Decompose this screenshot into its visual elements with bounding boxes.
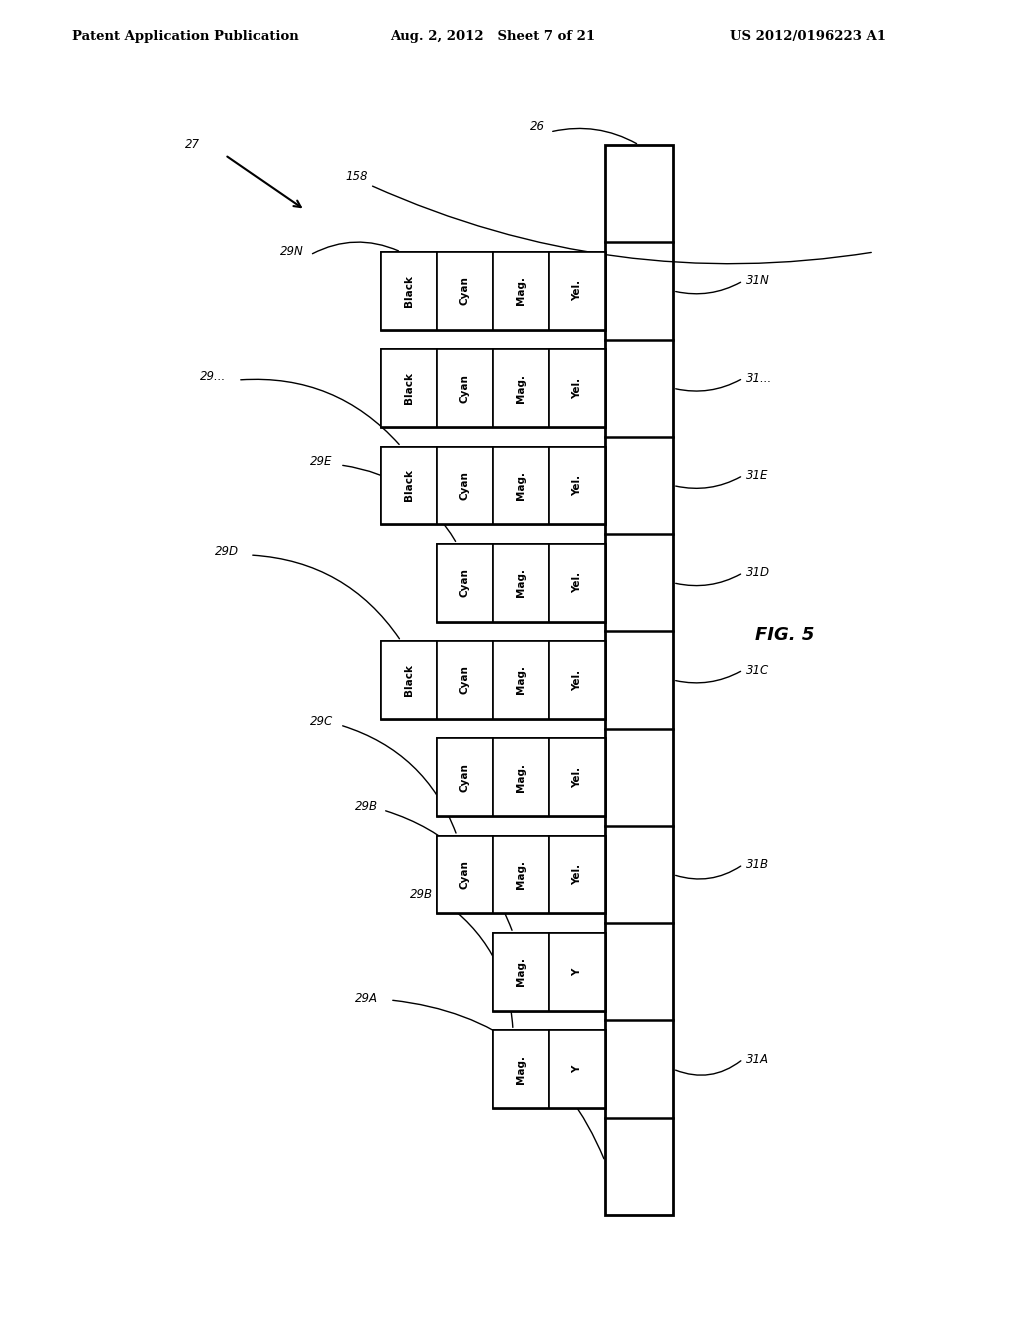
Text: 29A: 29A (355, 993, 378, 1005)
Text: 29C: 29C (310, 715, 333, 729)
Text: 29...: 29... (200, 370, 226, 383)
Bar (493, 738, 549, 816)
Text: 29D: 29D (215, 545, 239, 558)
Bar (437, 544, 493, 622)
Text: Yel.: Yel. (572, 767, 582, 788)
Text: Black: Black (404, 664, 414, 696)
Bar (493, 933, 549, 1011)
Text: Cyan: Cyan (460, 276, 470, 305)
Text: 29B: 29B (410, 888, 433, 902)
Text: Yel.: Yel. (572, 572, 582, 593)
Bar (493, 836, 549, 913)
Bar (381, 642, 437, 719)
Bar (493, 350, 549, 428)
Text: Yel.: Yel. (572, 475, 582, 496)
Bar (437, 446, 493, 524)
Text: 29E: 29E (310, 455, 333, 469)
Bar (549, 350, 605, 428)
Bar (549, 252, 605, 330)
Text: FIG. 5: FIG. 5 (755, 626, 814, 644)
Bar (437, 836, 605, 913)
Text: Mag.: Mag. (516, 471, 526, 500)
Text: Black: Black (404, 275, 414, 308)
Text: 29B: 29B (355, 800, 378, 813)
Bar (381, 642, 605, 719)
Text: Mag.: Mag. (516, 763, 526, 792)
Bar (437, 252, 493, 330)
Text: Black: Black (404, 470, 414, 502)
Bar (381, 350, 437, 428)
Bar (381, 446, 605, 524)
Text: 31...: 31... (746, 372, 772, 384)
Text: 27: 27 (185, 139, 200, 150)
Text: 31A: 31A (746, 1052, 769, 1065)
Text: Yel.: Yel. (572, 378, 582, 399)
Bar (381, 252, 605, 330)
Bar (493, 1030, 549, 1107)
Text: Cyan: Cyan (460, 665, 470, 694)
Text: Mag.: Mag. (516, 568, 526, 597)
Bar (549, 836, 605, 913)
Bar (437, 836, 493, 913)
Text: Black: Black (404, 372, 414, 404)
Text: Cyan: Cyan (460, 763, 470, 792)
Text: US 2012/0196223 A1: US 2012/0196223 A1 (730, 30, 886, 44)
Text: 31N: 31N (746, 275, 770, 288)
Text: 31C: 31C (746, 664, 769, 677)
Bar (493, 642, 549, 719)
Bar (605, 145, 673, 1214)
Bar (437, 544, 605, 622)
Text: 31B: 31B (746, 858, 769, 871)
Bar (437, 642, 493, 719)
Text: Y: Y (572, 968, 582, 975)
Bar (437, 738, 605, 816)
Bar (493, 544, 549, 622)
Text: Mag.: Mag. (516, 957, 526, 986)
Bar (381, 350, 605, 428)
Text: 158: 158 (345, 170, 368, 183)
Text: 31D: 31D (746, 566, 770, 579)
Text: Yel.: Yel. (572, 669, 582, 690)
Text: Yel.: Yel. (572, 865, 582, 886)
Text: 29N: 29N (280, 246, 304, 257)
Text: Y: Y (572, 1065, 582, 1073)
Text: Patent Application Publication: Patent Application Publication (72, 30, 299, 44)
Bar (549, 642, 605, 719)
Bar (549, 1030, 605, 1107)
Text: Yel.: Yel. (572, 280, 582, 301)
Text: Mag.: Mag. (516, 276, 526, 305)
Bar (549, 933, 605, 1011)
Bar (381, 252, 437, 330)
Bar (493, 252, 549, 330)
Bar (549, 738, 605, 816)
Text: Cyan: Cyan (460, 471, 470, 500)
Bar (381, 446, 437, 524)
Text: Aug. 2, 2012   Sheet 7 of 21: Aug. 2, 2012 Sheet 7 of 21 (390, 30, 595, 44)
Bar (493, 933, 605, 1011)
Bar (493, 1030, 605, 1107)
Text: Cyan: Cyan (460, 569, 470, 597)
Text: Mag.: Mag. (516, 861, 526, 890)
Text: 31E: 31E (746, 469, 768, 482)
Text: 26: 26 (530, 120, 545, 133)
Bar (549, 544, 605, 622)
Text: Mag.: Mag. (516, 1055, 526, 1084)
Text: Cyan: Cyan (460, 861, 470, 888)
Bar (493, 446, 549, 524)
Bar (437, 738, 493, 816)
Text: Cyan: Cyan (460, 374, 470, 403)
Bar (437, 350, 493, 428)
Text: Mag.: Mag. (516, 374, 526, 403)
Bar (549, 446, 605, 524)
Text: Mag.: Mag. (516, 665, 526, 694)
